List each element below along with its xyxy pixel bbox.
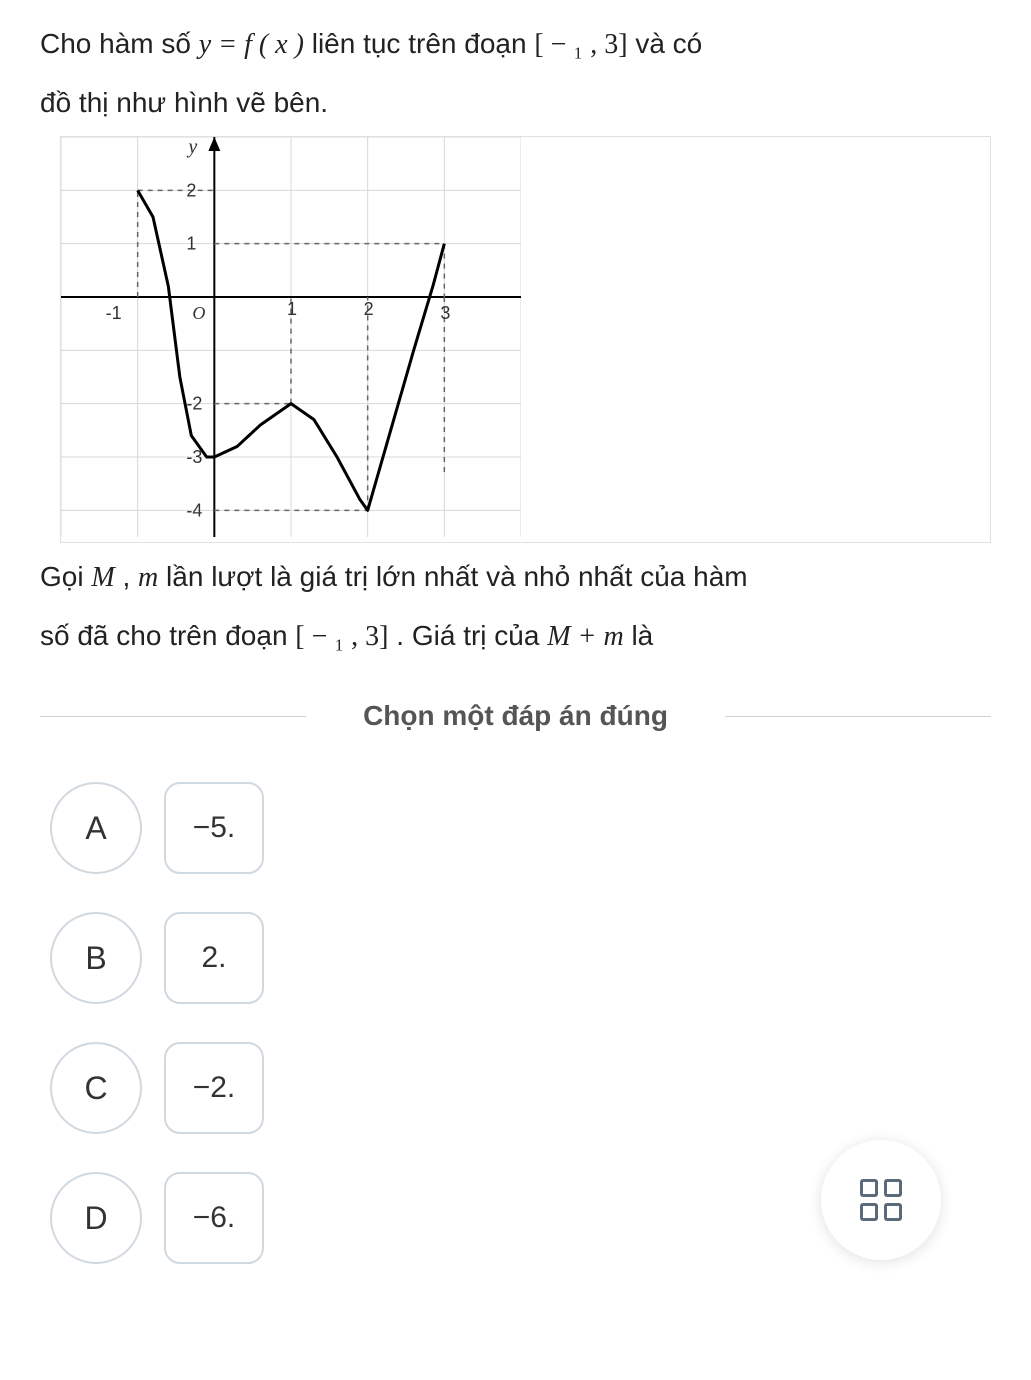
option-row-a[interactable]: A−5. <box>50 782 991 874</box>
function-graph: -1 1 2 3 -4 -3 -2 1 2 y O <box>60 136 991 543</box>
question-line-3: Gọi M , m lần lượt là giá trị lớn nhất v… <box>40 553 991 602</box>
interval: − ₁ , 3 <box>544 29 619 60</box>
var-m: m <box>138 562 158 593</box>
text: . Giá trị của <box>396 620 547 651</box>
text: Gọi <box>40 561 91 592</box>
svg-text:1: 1 <box>287 299 297 319</box>
question-line-1: Cho hàm số y = f ( x ) liên tục trên đoạ… <box>40 20 991 69</box>
choose-answer-label: Chọn một đáp án đúng <box>40 700 991 732</box>
text: và có <box>635 28 702 59</box>
chart-svg: -1 1 2 3 -4 -3 -2 1 2 y O <box>61 137 521 537</box>
text: lần lượt là giá trị lớn nhất và nhỏ nhất… <box>166 561 748 592</box>
option-value[interactable]: −2. <box>164 1042 264 1134</box>
expression: M + m <box>547 621 623 652</box>
svg-text:y: y <box>186 137 197 158</box>
interval: [ − ₁ , 3] <box>295 621 388 652</box>
option-value[interactable]: −6. <box>164 1172 264 1264</box>
option-value[interactable]: 2. <box>164 912 264 1004</box>
text: Cho hàm số <box>40 28 199 59</box>
equation: y = f ( x ) <box>199 29 304 60</box>
option-row-c[interactable]: C−2. <box>50 1042 991 1134</box>
question-line-2: đồ thị như hình vẽ bên. <box>40 79 991 127</box>
svg-text:3: 3 <box>440 303 450 323</box>
grid-menu-button[interactable] <box>821 1140 941 1260</box>
text: là <box>631 620 653 651</box>
svg-text:-4: -4 <box>186 501 202 521</box>
text: đồ thị như hình vẽ bên. <box>40 87 328 118</box>
option-row-b[interactable]: B2. <box>50 912 991 1004</box>
bracket: [ <box>534 29 543 60</box>
option-value[interactable]: −5. <box>164 782 264 874</box>
svg-text:O: O <box>192 303 205 323</box>
option-letter[interactable]: B <box>50 912 142 1004</box>
question-line-4: số đã cho trên đoạn [ − ₁ , 3] . Giá trị… <box>40 612 991 661</box>
grid-icon <box>860 1179 902 1221</box>
svg-text:2: 2 <box>364 299 374 319</box>
svg-text:2: 2 <box>186 181 196 201</box>
svg-text:1: 1 <box>186 234 196 254</box>
svg-text:-1: -1 <box>106 303 122 323</box>
svg-text:-2: -2 <box>186 394 202 414</box>
text: số đã cho trên đoạn <box>40 620 295 651</box>
svg-text:-3: -3 <box>186 447 202 467</box>
bracket: ] <box>618 29 627 60</box>
text: , <box>122 561 138 592</box>
option-letter[interactable]: D <box>50 1172 142 1264</box>
option-letter[interactable]: A <box>50 782 142 874</box>
text: liên tục trên đoạn <box>312 28 535 59</box>
option-letter[interactable]: C <box>50 1042 142 1134</box>
var-M: M <box>91 562 114 593</box>
